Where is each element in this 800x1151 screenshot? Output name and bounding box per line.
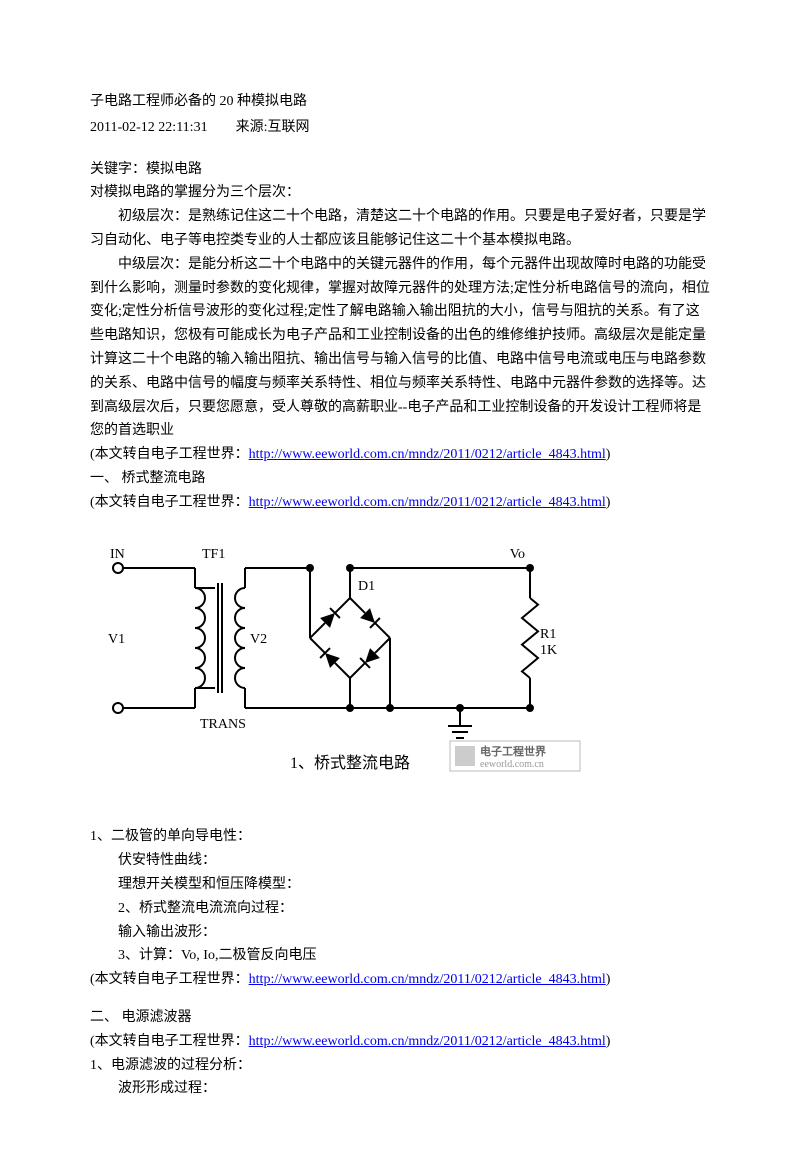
doc-meta: 2011-02-12 22:11:31 来源:互联网 xyxy=(90,116,710,140)
intro-heading: 对模拟电路的掌握分为三个层次： xyxy=(90,181,710,205)
blank-line xyxy=(90,992,710,1006)
svg-text:V1: V1 xyxy=(108,632,125,647)
svg-text:1、桥式整流电路: 1、桥式整流电路 xyxy=(290,754,410,772)
svg-text:D1: D1 xyxy=(358,579,375,594)
svg-text:TF1: TF1 xyxy=(202,547,225,562)
svg-text:Vo: Vo xyxy=(510,547,525,562)
section-1-heading: 一、 桥式整流电路 xyxy=(90,467,710,491)
level-beginner: 初级层次：是熟练记住这二十个电路，清楚这二十个电路的作用。只要是电子爱好者，只要… xyxy=(90,205,710,253)
section-2-heading: 二、 电源滤波器 xyxy=(90,1006,710,1030)
circuit-diagram: IN TF1 V1 V2 D1 Vo R11K TRANS 1、桥式整流电路 电子工程世界eew… xyxy=(90,533,710,802)
source-link-3[interactable]: http://www.eeworld.com.cn/mndz/2011/0212… xyxy=(249,972,606,987)
svg-text:V2: V2 xyxy=(250,632,267,647)
level-mid-adv: 中级层次：是能分析这二十个电路中的关键元器件的作用，每个元器件出现故障时电路的功… xyxy=(90,253,710,443)
s1-item3: 3、计算：Vo, Io,二极管反向电压 xyxy=(118,944,710,968)
doc-timestamp: 2011-02-12 22:11:31 xyxy=(90,116,208,140)
s1-item2: 2、桥式整流电流流向过程： xyxy=(118,897,710,921)
source-line-3: (本文转自电子工程世界：http://www.eeworld.com.cn/mn… xyxy=(90,968,710,992)
svg-text:eeworld.com.cn: eeworld.com.cn xyxy=(480,759,544,770)
s1-sub1: 伏安特性曲线： xyxy=(118,849,710,873)
svg-text:TRANS: TRANS xyxy=(200,717,246,732)
svg-text:IN: IN xyxy=(110,547,125,562)
svg-text:电子工程世界: 电子工程世界 xyxy=(480,744,546,758)
doc-title: 子电路工程师必备的 20 种模拟电路 xyxy=(90,90,710,114)
source-line-1: (本文转自电子工程世界：http://www.eeworld.com.cn/mn… xyxy=(90,443,710,467)
source-link-1[interactable]: http://www.eeworld.com.cn/mndz/2011/0212… xyxy=(249,447,606,462)
source-link-4[interactable]: http://www.eeworld.com.cn/mndz/2011/0212… xyxy=(249,1034,606,1049)
s2-sub1: 波形形成过程： xyxy=(118,1077,710,1101)
s1-sub3: 输入输出波形： xyxy=(118,921,710,945)
source-line-4: (本文转自电子工程世界：http://www.eeworld.com.cn/mn… xyxy=(90,1030,710,1054)
svg-text:R1: R1 xyxy=(540,627,556,642)
keyword-line: 关键字：模拟电路 xyxy=(90,158,710,182)
svg-text:1K: 1K xyxy=(540,643,557,658)
s1-sub2: 理想开关模型和恒压降模型： xyxy=(118,873,710,897)
source-line-2: (本文转自电子工程世界：http://www.eeworld.com.cn/mn… xyxy=(90,491,710,515)
s1-item1: 1、二极管的单向导电性： xyxy=(90,825,710,849)
doc-source-label: 来源:互联网 xyxy=(236,116,310,140)
source-link-2[interactable]: http://www.eeworld.com.cn/mndz/2011/0212… xyxy=(249,495,606,510)
s2-item1: 1、电源滤波的过程分析： xyxy=(90,1054,710,1078)
